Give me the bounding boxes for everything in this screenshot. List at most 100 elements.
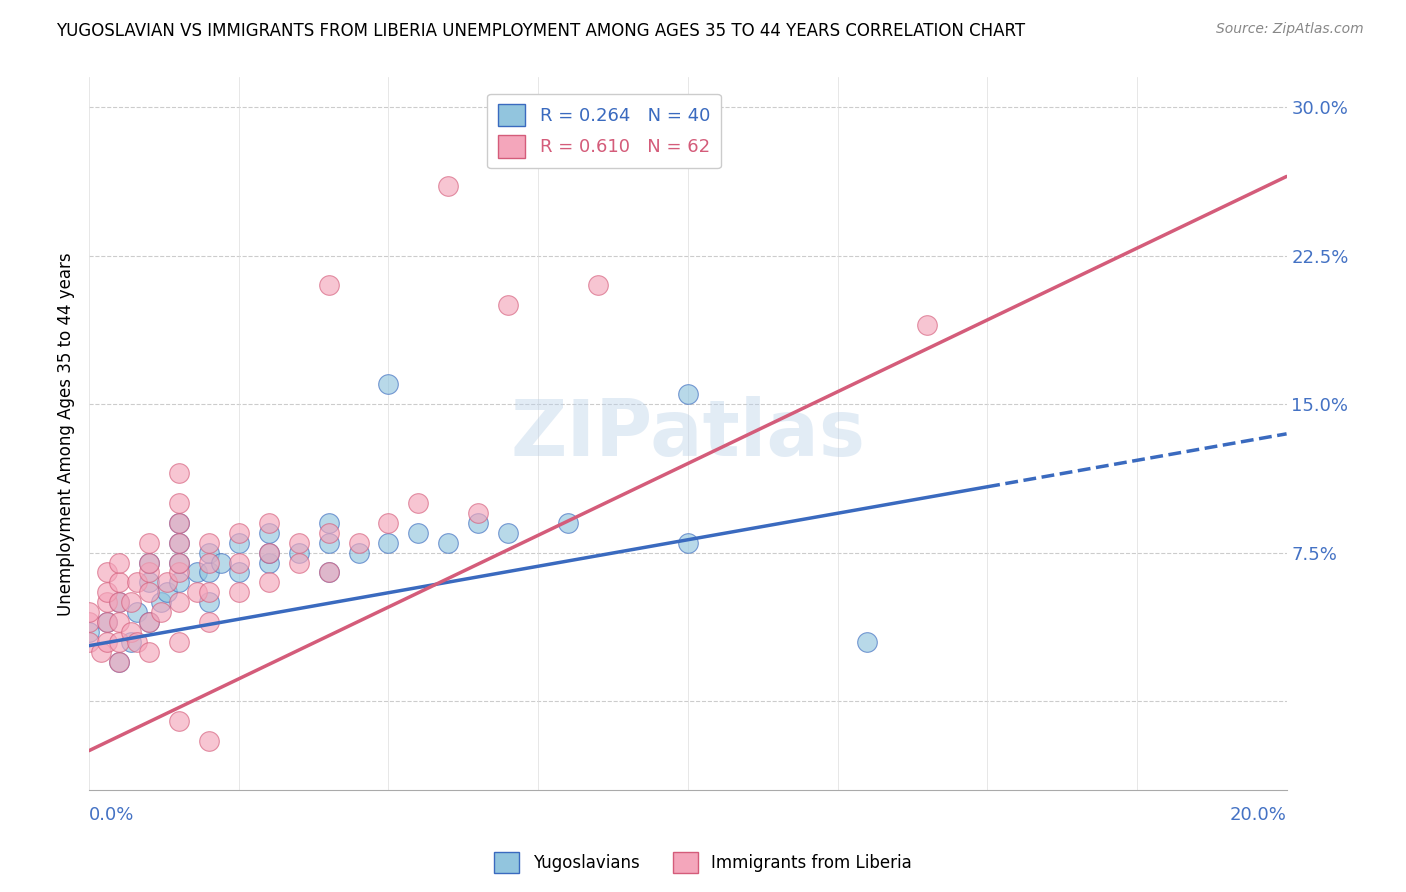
Point — [287, 546, 309, 560]
Point — [557, 516, 579, 530]
Point — [125, 605, 148, 619]
Point — [198, 585, 221, 599]
Point — [586, 278, 609, 293]
Point — [209, 556, 232, 570]
Point — [856, 634, 879, 648]
Point — [138, 556, 160, 570]
Point — [676, 535, 699, 549]
Point — [138, 535, 160, 549]
Point — [77, 605, 100, 619]
Point — [408, 496, 430, 510]
Text: ZIPatlas: ZIPatlas — [510, 396, 865, 472]
Point — [917, 318, 939, 332]
Point — [228, 556, 250, 570]
Point — [257, 546, 280, 560]
Point — [125, 575, 148, 590]
Point — [108, 655, 131, 669]
Point — [77, 615, 100, 629]
Point — [496, 298, 519, 312]
Point — [257, 525, 280, 540]
Point — [167, 496, 190, 510]
Point — [108, 575, 131, 590]
Point — [228, 585, 250, 599]
Point — [149, 595, 172, 609]
Point — [347, 535, 370, 549]
Point — [167, 556, 190, 570]
Point — [186, 566, 208, 580]
Point — [198, 733, 221, 747]
Point — [138, 585, 160, 599]
Point — [96, 566, 118, 580]
Point — [108, 595, 131, 609]
Point — [108, 556, 131, 570]
Point — [257, 575, 280, 590]
Point — [377, 535, 399, 549]
Point — [167, 516, 190, 530]
Point — [318, 566, 340, 580]
Point — [198, 615, 221, 629]
Point — [96, 615, 118, 629]
Point — [228, 525, 250, 540]
Point — [287, 556, 309, 570]
Point — [186, 585, 208, 599]
Point — [167, 535, 190, 549]
Point — [167, 556, 190, 570]
Point — [437, 535, 460, 549]
Point — [347, 546, 370, 560]
Point — [198, 535, 221, 549]
Point — [318, 516, 340, 530]
Point — [108, 595, 131, 609]
Point — [257, 546, 280, 560]
Point — [125, 634, 148, 648]
Point — [228, 535, 250, 549]
Text: Source: ZipAtlas.com: Source: ZipAtlas.com — [1216, 22, 1364, 37]
Point — [120, 595, 142, 609]
Point — [138, 575, 160, 590]
Point — [90, 645, 112, 659]
Point — [198, 556, 221, 570]
Point — [408, 525, 430, 540]
Point — [120, 634, 142, 648]
Point — [467, 516, 489, 530]
Legend: Yugoslavians, Immigrants from Liberia: Yugoslavians, Immigrants from Liberia — [488, 846, 918, 880]
Point — [228, 566, 250, 580]
Point — [318, 566, 340, 580]
Point — [149, 605, 172, 619]
Point — [198, 566, 221, 580]
Point — [138, 615, 160, 629]
Point — [138, 645, 160, 659]
Point — [377, 377, 399, 392]
Point — [167, 575, 190, 590]
Point — [318, 278, 340, 293]
Point — [156, 575, 179, 590]
Point — [138, 556, 160, 570]
Point — [96, 585, 118, 599]
Point — [318, 525, 340, 540]
Point — [156, 585, 179, 599]
Point — [377, 516, 399, 530]
Point — [167, 714, 190, 728]
Point — [77, 624, 100, 639]
Point — [467, 506, 489, 520]
Point — [120, 624, 142, 639]
Point — [257, 516, 280, 530]
Point — [96, 595, 118, 609]
Point — [96, 615, 118, 629]
Point — [108, 615, 131, 629]
Point — [167, 634, 190, 648]
Point — [437, 179, 460, 194]
Point — [257, 556, 280, 570]
Point — [496, 525, 519, 540]
Text: 20.0%: 20.0% — [1230, 806, 1286, 824]
Point — [77, 634, 100, 648]
Point — [138, 615, 160, 629]
Point — [557, 120, 579, 134]
Point — [167, 467, 190, 481]
Point — [167, 566, 190, 580]
Text: YUGOSLAVIAN VS IMMIGRANTS FROM LIBERIA UNEMPLOYMENT AMONG AGES 35 TO 44 YEARS CO: YUGOSLAVIAN VS IMMIGRANTS FROM LIBERIA U… — [56, 22, 1025, 40]
Legend: R = 0.264   N = 40, R = 0.610   N = 62: R = 0.264 N = 40, R = 0.610 N = 62 — [488, 94, 721, 169]
Point — [138, 566, 160, 580]
Point — [198, 546, 221, 560]
Text: 0.0%: 0.0% — [89, 806, 135, 824]
Point — [167, 535, 190, 549]
